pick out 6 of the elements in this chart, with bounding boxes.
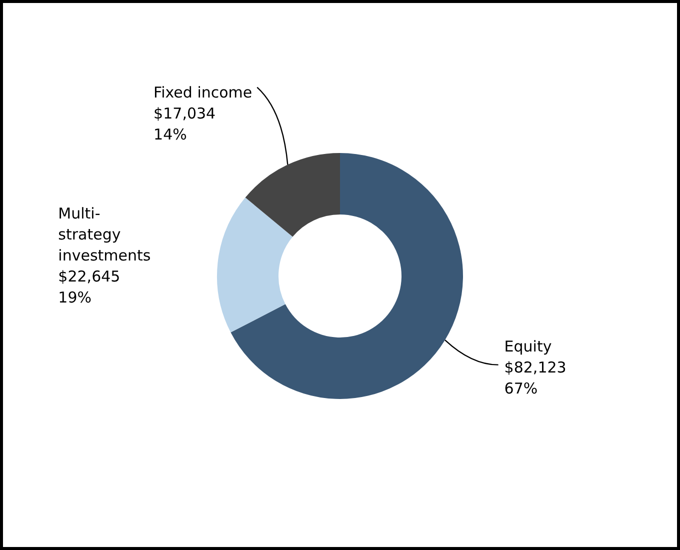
data-label: $17,034 14%	[154, 104, 216, 144]
slice-label: Fixed income	[154, 83, 252, 102]
slice-label: Equity	[504, 338, 552, 356]
data-label: $82,123 67%	[504, 358, 566, 398]
data-label: $22,645 19%	[58, 268, 120, 307]
slice-label: Multi-strategy investments	[58, 204, 151, 265]
